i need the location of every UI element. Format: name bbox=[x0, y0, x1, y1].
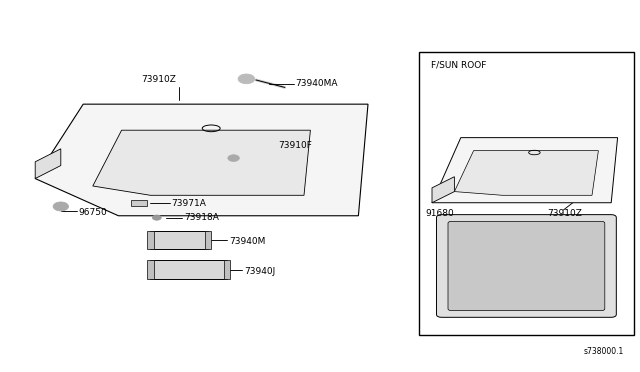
Bar bbox=[205, 231, 211, 249]
Polygon shape bbox=[432, 177, 454, 203]
Text: 91680: 91680 bbox=[426, 209, 454, 218]
Bar bbox=[419, 52, 634, 335]
Text: 73910Z: 73910Z bbox=[547, 209, 582, 218]
Text: 73971A: 73971A bbox=[172, 199, 206, 208]
Polygon shape bbox=[150, 260, 227, 279]
Bar bbox=[147, 260, 154, 279]
Polygon shape bbox=[35, 104, 368, 216]
Text: 73910F: 73910F bbox=[278, 141, 312, 150]
Text: F/SUN ROOF: F/SUN ROOF bbox=[431, 61, 486, 70]
Text: 73940M: 73940M bbox=[229, 237, 266, 246]
FancyBboxPatch shape bbox=[448, 221, 605, 311]
Circle shape bbox=[238, 74, 255, 84]
Text: 73910Z: 73910Z bbox=[141, 76, 175, 84]
Circle shape bbox=[53, 202, 68, 211]
Circle shape bbox=[228, 155, 239, 161]
Bar bbox=[224, 260, 230, 279]
Polygon shape bbox=[35, 149, 61, 179]
Bar bbox=[131, 200, 147, 206]
FancyBboxPatch shape bbox=[436, 215, 616, 317]
Text: 73940MA: 73940MA bbox=[296, 79, 338, 88]
Text: 96750: 96750 bbox=[79, 208, 108, 217]
Polygon shape bbox=[150, 231, 208, 249]
Bar bbox=[147, 231, 154, 249]
Polygon shape bbox=[454, 151, 598, 195]
Polygon shape bbox=[93, 130, 310, 195]
Text: 73940J: 73940J bbox=[244, 267, 275, 276]
Circle shape bbox=[152, 215, 161, 220]
Polygon shape bbox=[432, 138, 618, 203]
Text: s738000.1: s738000.1 bbox=[584, 347, 624, 356]
Text: 73918A: 73918A bbox=[184, 213, 219, 222]
